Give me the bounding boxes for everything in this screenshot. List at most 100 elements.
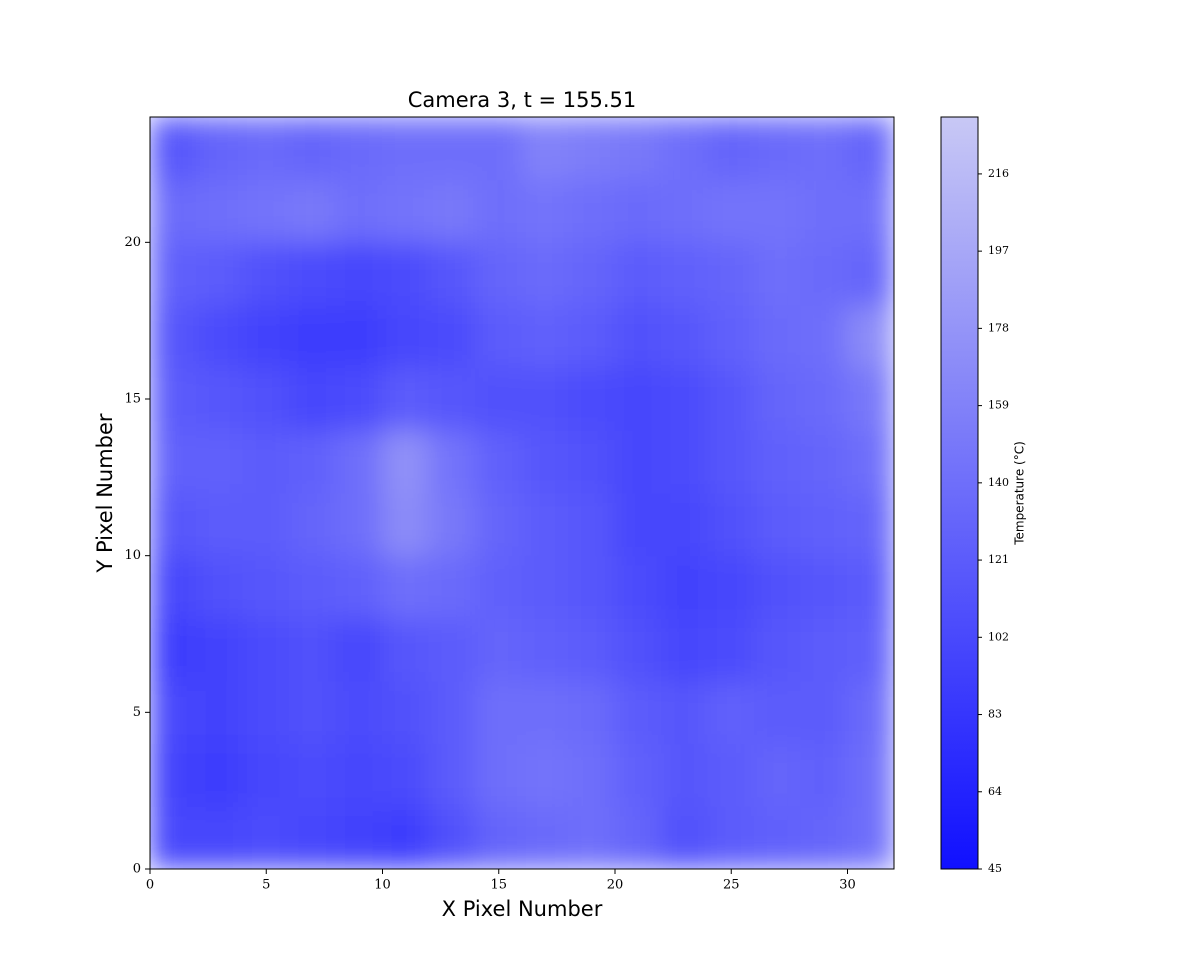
heatmap-cell	[289, 304, 337, 369]
colorbar-tick-label: 64	[988, 785, 1002, 798]
heatmap-cell	[754, 680, 802, 745]
heatmap-cell	[800, 492, 848, 557]
heatmap-cell	[289, 680, 337, 745]
heatmap-cell	[428, 429, 476, 494]
heatmap-cell	[335, 179, 383, 243]
heatmap-cell	[568, 429, 616, 494]
heatmap-cell	[196, 743, 244, 807]
heatmap-cell	[661, 367, 709, 431]
heatmap-cell	[568, 367, 616, 431]
heatmap-cell	[800, 241, 848, 306]
heatmap-cell	[707, 805, 755, 869]
colorbar-tick-label: 216	[988, 167, 1009, 180]
heatmap-cell	[289, 179, 337, 243]
heatmap-cell	[475, 241, 523, 306]
heatmap-cell	[568, 179, 616, 243]
heatmap-cell	[196, 179, 244, 243]
heatmap-cell	[335, 680, 383, 745]
heatmap-cell	[428, 680, 476, 745]
heatmap-cell	[382, 304, 430, 369]
heatmap-cell	[475, 179, 523, 243]
heatmap-cell	[847, 555, 894, 619]
heatmap-cell	[428, 241, 476, 306]
heatmap-cell	[800, 805, 848, 869]
heatmap-cell	[475, 367, 523, 431]
heatmap-cell	[707, 492, 755, 557]
heatmap-cell	[335, 241, 383, 306]
heatmap-cell	[475, 743, 523, 807]
heatmap-cell	[800, 680, 848, 745]
heatmap-cell	[150, 555, 197, 619]
colorbar-tick-label: 45	[988, 862, 1002, 875]
heatmap-cell	[428, 492, 476, 557]
colorbar-tick-label: 140	[988, 476, 1009, 489]
heatmap-cell	[800, 617, 848, 682]
heatmap-cell	[242, 680, 290, 745]
heatmap-cell	[382, 429, 430, 494]
colorbar-tick-label: 102	[988, 630, 1009, 643]
heatmap-cell	[242, 555, 290, 619]
heatmap-cell	[754, 367, 802, 431]
heatmap-cell	[289, 555, 337, 619]
heatmap-cell	[521, 241, 569, 306]
heatmap-cell	[521, 117, 569, 181]
heatmap-cell	[242, 743, 290, 807]
colorbar-tick-label: 197	[988, 244, 1009, 257]
y-tick-label: 15	[124, 392, 141, 407]
heatmap-cell	[150, 304, 197, 369]
x-tick-label: 25	[723, 878, 740, 893]
heatmap-cell	[242, 805, 290, 869]
heatmap-cell	[707, 429, 755, 494]
y-tick-label: 20	[124, 235, 141, 250]
heatmap-cell	[335, 617, 383, 682]
heatmap-cell	[289, 492, 337, 557]
heatmap-cell	[289, 367, 337, 431]
heatmap-cell	[707, 367, 755, 431]
heatmap-cell	[847, 304, 894, 369]
heatmap-cell	[196, 555, 244, 619]
heatmap-cell	[382, 680, 430, 745]
heatmap-cell	[428, 555, 476, 619]
heatmap-cell	[521, 367, 569, 431]
heatmap-cell	[661, 179, 709, 243]
heatmap-cell	[382, 179, 430, 243]
x-tick-label: 0	[146, 878, 154, 893]
colorbar-tick-label: 121	[988, 553, 1009, 566]
x-tick-label: 20	[607, 878, 624, 893]
heatmap-cell	[150, 680, 197, 745]
heatmap-cell	[289, 617, 337, 682]
heatmap-cell	[614, 117, 662, 181]
heatmap-cell	[475, 555, 523, 619]
colorbar-tick-label: 83	[988, 708, 1002, 721]
heatmap-cell	[475, 429, 523, 494]
heatmap-cell	[754, 492, 802, 557]
heatmap-cell	[661, 429, 709, 494]
heatmap-cell	[335, 805, 383, 869]
heatmap-cell	[428, 743, 476, 807]
heatmap-cell	[242, 429, 290, 494]
heatmap-cell	[847, 805, 894, 869]
heatmap-cell	[707, 179, 755, 243]
heatmap-cell	[242, 367, 290, 431]
heatmap-cell	[196, 117, 244, 181]
heatmap-cell	[847, 429, 894, 494]
heatmap-cell	[754, 241, 802, 306]
heatmap-cell	[521, 304, 569, 369]
heatmap-cell	[754, 179, 802, 243]
colorbar	[940, 116, 979, 870]
heatmap-cell	[242, 617, 290, 682]
heatmap-cell	[568, 117, 616, 181]
heatmap-cell	[614, 304, 662, 369]
heatmap-cell	[847, 117, 894, 181]
heatmap-cell	[800, 179, 848, 243]
heatmap-cell	[521, 492, 569, 557]
heatmap-cell	[150, 743, 197, 807]
heatmap-cell	[754, 805, 802, 869]
colorbar-tick-label: 178	[988, 321, 1009, 334]
heatmap-cell	[289, 117, 337, 181]
heatmap-cell	[150, 492, 197, 557]
heatmap-cell	[847, 680, 894, 745]
heatmap-cell	[661, 805, 709, 869]
heatmap-cell	[707, 117, 755, 181]
heatmap-cell	[150, 241, 197, 306]
